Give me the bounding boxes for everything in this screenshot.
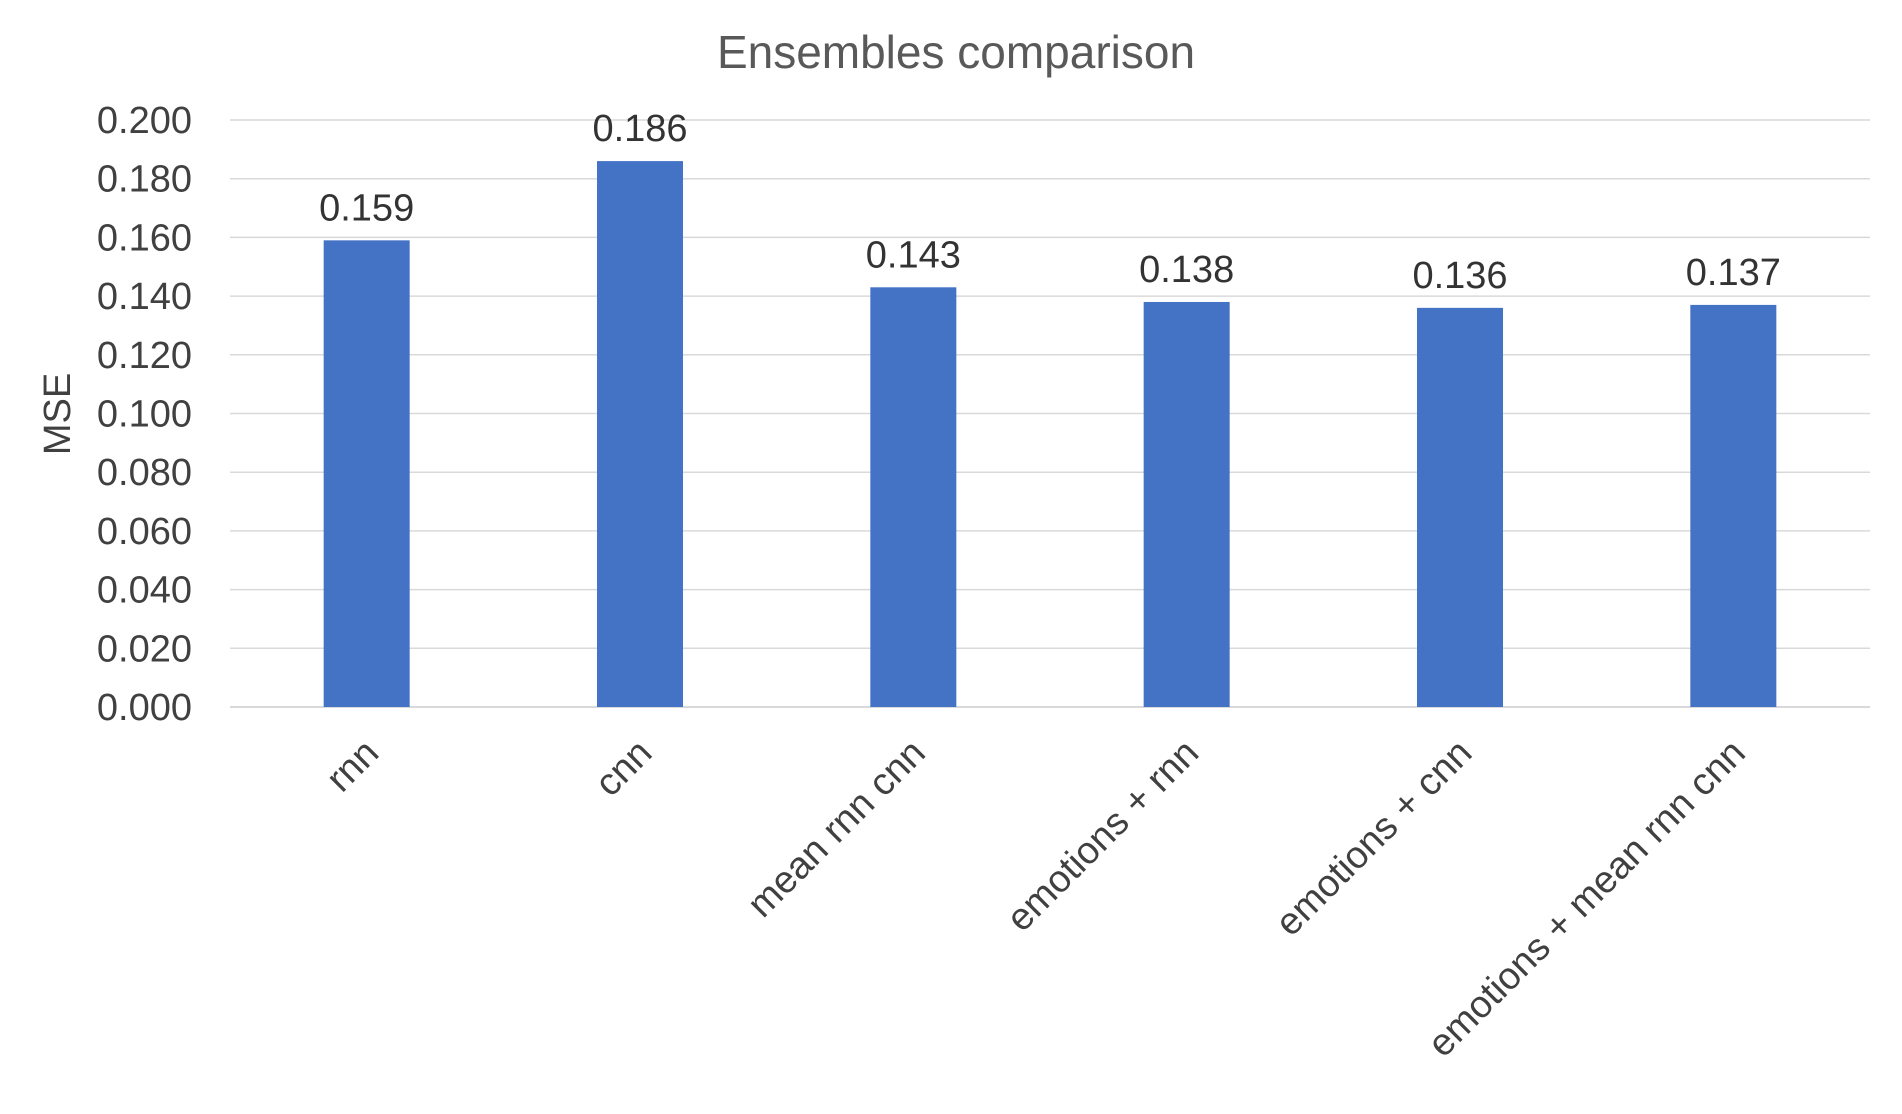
y-tick-label: 0.080 bbox=[97, 452, 192, 494]
data-label: 0.138 bbox=[1139, 249, 1234, 291]
y-axis-label: MSE bbox=[37, 373, 79, 455]
y-tick-label: 0.140 bbox=[97, 276, 192, 318]
x-tick-label: emotions + mean rnn cnn bbox=[1420, 732, 1754, 1066]
bar bbox=[1690, 304, 1777, 707]
x-axis-ticks: rnn cnn mean rnn cnn emotions + rnn emotions… bbox=[318, 732, 1753, 1066]
gridlines bbox=[230, 119, 1870, 708]
y-tick-label: 0.020 bbox=[97, 628, 192, 670]
x-tick-label: emotions + cnn bbox=[1268, 732, 1481, 945]
chart-title: Ensembles comparison bbox=[717, 26, 1195, 78]
y-tick-label: 0.040 bbox=[97, 570, 192, 612]
data-label: 0.136 bbox=[1412, 255, 1507, 297]
bar bbox=[597, 161, 683, 708]
y-tick-label: 0.180 bbox=[97, 159, 192, 201]
y-tick-label: 0.060 bbox=[97, 511, 192, 553]
y-tick-label: 0.160 bbox=[97, 217, 192, 259]
bars bbox=[323, 161, 1777, 708]
bar bbox=[323, 240, 410, 707]
data-label: 0.143 bbox=[866, 234, 961, 276]
data-label: 0.137 bbox=[1686, 252, 1781, 294]
bar bbox=[1143, 301, 1230, 707]
bar bbox=[1417, 307, 1503, 707]
data-label: 0.159 bbox=[319, 187, 414, 229]
y-tick-label: 0.120 bbox=[97, 335, 192, 377]
y-tick-label: 0.200 bbox=[97, 100, 192, 142]
x-tick-label: rnn bbox=[318, 732, 387, 801]
bar bbox=[870, 287, 957, 707]
x-tick-label: mean rnn cnn bbox=[740, 732, 934, 926]
data-label: 0.186 bbox=[592, 108, 687, 150]
y-tick-label: 0.000 bbox=[97, 687, 192, 729]
data-labels: 0.159 0.186 0.143 0.138 0.136 0.137 bbox=[319, 108, 1781, 297]
y-axis-ticks: 0.000 0.020 0.040 0.060 0.080 0.100 0.120 0.140… bbox=[97, 100, 192, 729]
y-tick-label: 0.100 bbox=[97, 394, 192, 436]
x-tick-label: emotions + rnn bbox=[999, 732, 1207, 940]
x-tick-label: cnn bbox=[587, 732, 660, 805]
